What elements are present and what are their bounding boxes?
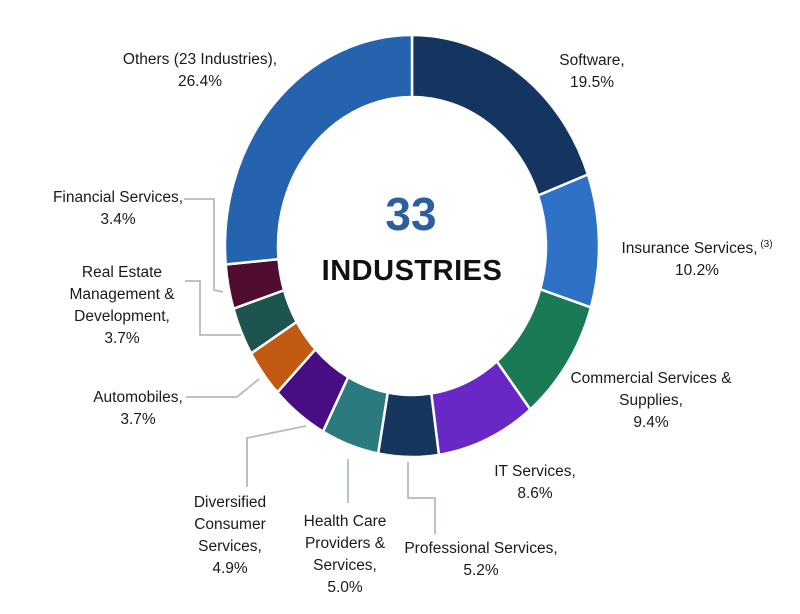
donut-segment-others-23-industries-: [223, 33, 414, 266]
segment-label-real-estate-management-development: Real Estate Management & Development, 3.7%: [69, 264, 175, 347]
segment-label-health-care-providers-services: Health Care Providers & Services, 5.0%: [303, 513, 387, 596]
segment-label-software: Software, 19.5%: [559, 52, 625, 91]
segment-label-insurance-services: Insurance Services, (3) 10.2%: [621, 238, 773, 279]
leader-line: [407, 462, 436, 534]
leader-line: [185, 280, 250, 336]
leader-line: [186, 378, 260, 398]
segment-label-automobiles: Automobiles, 3.7%: [93, 389, 183, 428]
donut-segment-insurance-services: [536, 173, 601, 309]
footnote-marker: (3): [757, 238, 773, 250]
segment-label-commercial-services-supplies: Commercial Services & Supplies, 9.4%: [570, 370, 732, 431]
center-industry-count: 33: [385, 188, 437, 240]
leader-line: [184, 198, 224, 293]
leader-line: [246, 425, 307, 487]
center-industries-word: INDUSTRIES: [321, 255, 503, 287]
segment-label-others-23-industries-: Others (23 Industries), 26.4%: [122, 51, 278, 90]
segment-label-financial-services: Financial Services, 3.4%: [52, 189, 184, 228]
segment-label-it-services: IT Services, 8.6%: [494, 463, 576, 502]
segment-label-diversified-consumer-services: Diversified Consumer Services, 4.9%: [193, 494, 267, 577]
segment-label-professional-services: Professional Services, 5.2%: [404, 540, 558, 579]
